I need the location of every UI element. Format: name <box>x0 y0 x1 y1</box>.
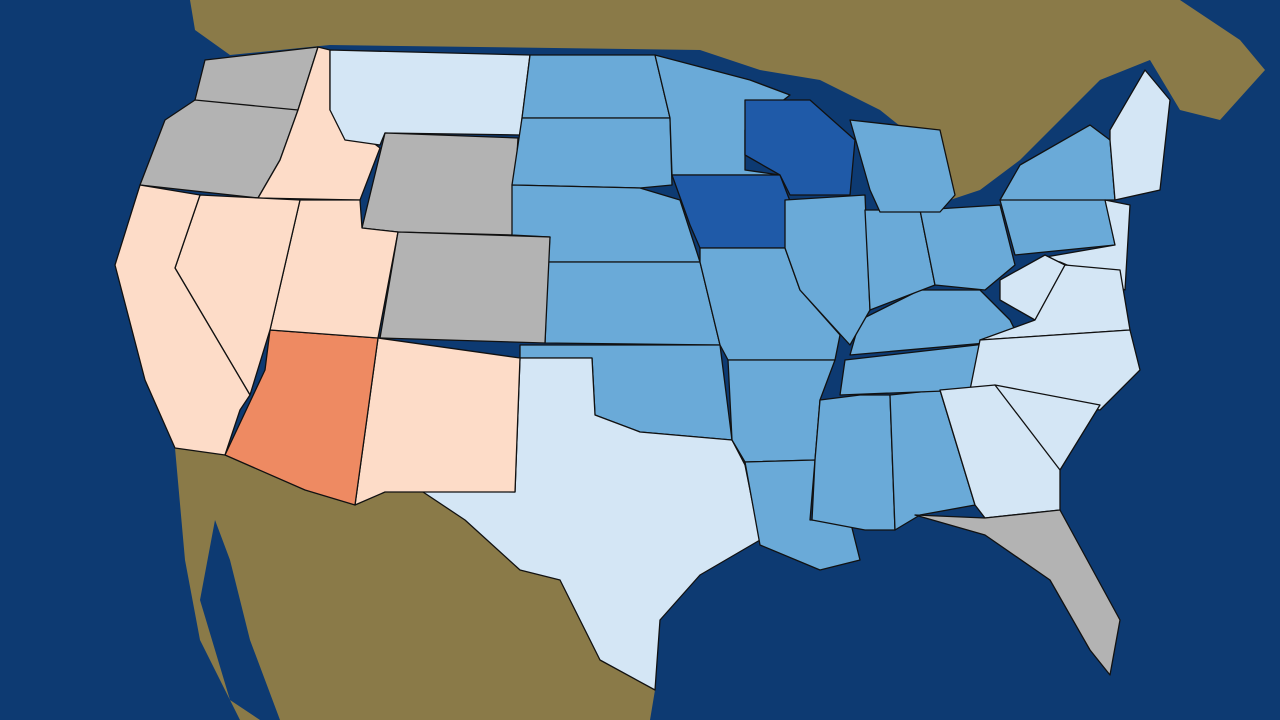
state <box>379 231 551 344</box>
mexico <box>175 448 655 720</box>
canada <box>190 0 1265 200</box>
state <box>354 337 521 506</box>
state <box>654 54 791 176</box>
state <box>521 54 671 119</box>
state <box>1109 69 1171 201</box>
state <box>361 132 519 236</box>
state <box>811 394 896 531</box>
state <box>914 509 1121 676</box>
state <box>849 119 956 213</box>
state <box>419 357 761 691</box>
state <box>999 194 1116 256</box>
state <box>919 204 1016 291</box>
state <box>329 49 531 146</box>
state <box>979 264 1131 341</box>
state <box>784 194 871 346</box>
state <box>544 261 721 346</box>
state <box>114 184 251 456</box>
land <box>175 0 1265 720</box>
state <box>744 99 856 196</box>
states <box>114 46 1171 691</box>
state <box>511 117 673 189</box>
